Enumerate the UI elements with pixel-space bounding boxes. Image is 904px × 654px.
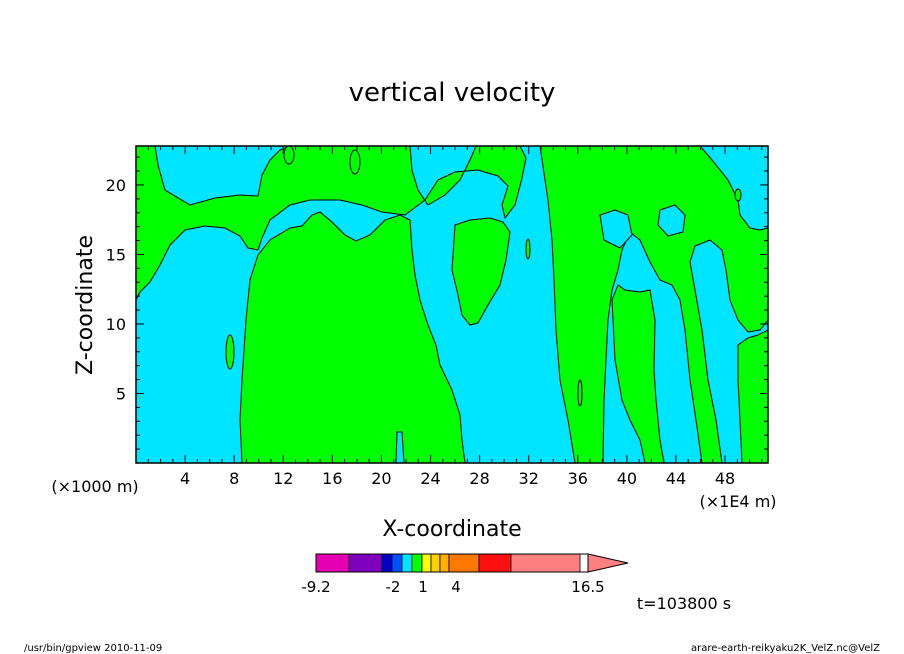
colorbar-label: 4 [451,578,461,596]
positive-region-mid [451,217,511,326]
colorbar-cell [478,553,512,573]
colorbar-cell [348,553,383,573]
chart-title: vertical velocity [349,78,556,108]
x-unit-left: (×1000 m) [51,477,138,496]
positive-spot-2 [577,379,583,407]
colorbar-cell [510,553,581,573]
x-tick-label: 48 [715,469,735,488]
colorbar-cell [439,553,450,573]
tick-marks [136,146,768,463]
plot-area [135,145,769,464]
y-tick-label: 20 [106,176,126,195]
time-label: t=103800 s [637,594,731,613]
y-axis-label: Z-coordinate [73,235,98,375]
colorbar: -9.2 -2 1 4 16.5 [301,553,629,596]
plot-frame [135,145,769,464]
x-unit-right: (×1E4 m) [699,492,776,511]
x-tick-label: 24 [420,469,440,488]
footer-right: arare-earth-reikyaku2K_VelZ.nc@VelZ [691,643,880,654]
x-tick-label: 32 [519,469,539,488]
colorbar-cell [448,553,480,573]
colorbar-cell [421,553,432,573]
positive-region-upper-left [135,145,527,301]
x-tick-label: 12 [273,469,293,488]
colorbar-label: 16.5 [571,578,604,596]
colorbar-label: -2 [386,578,401,596]
x-tick-label: 16 [322,469,342,488]
colorbar-cell [391,553,403,573]
negative-island-1 [599,209,633,249]
positive-spot-1 [225,334,235,370]
y-tick-label: 10 [106,315,126,334]
colorbar-cell [401,553,413,573]
colorbar-cell [381,553,393,573]
positive-spot-4 [734,188,742,202]
positive-spot-6 [349,149,361,175]
colorbar-cell [411,553,423,573]
negative-island-2 [657,204,686,237]
x-tick-label: 40 [617,469,637,488]
positive-region-central [239,211,466,464]
positive-region-far-right [737,329,769,464]
colorbar-cell [315,553,350,573]
x-tick-label: 4 [180,469,190,488]
x-tick-label: 44 [666,469,686,488]
positive-spot-3 [525,238,531,260]
x-tick-label: 28 [469,469,489,488]
x-axis-label: X-coordinate [382,517,521,542]
y-tick-label: 5 [116,384,126,403]
colorbar-arrow [587,553,629,573]
positive-region-strip-right [611,284,665,464]
y-tick-label: 15 [106,245,126,264]
colorbar-label: -9.2 [301,578,330,596]
x-tick-label: 8 [229,469,239,488]
colorbar-frame [315,553,589,573]
colorbar-cell [430,553,441,573]
footer-left: /usr/bin/gpview 2010-11-09 [24,643,162,654]
colorbar-label: 1 [418,578,428,596]
x-tick-label: 36 [568,469,588,488]
x-tick-label: 20 [371,469,391,488]
positive-spot-5 [283,145,295,165]
